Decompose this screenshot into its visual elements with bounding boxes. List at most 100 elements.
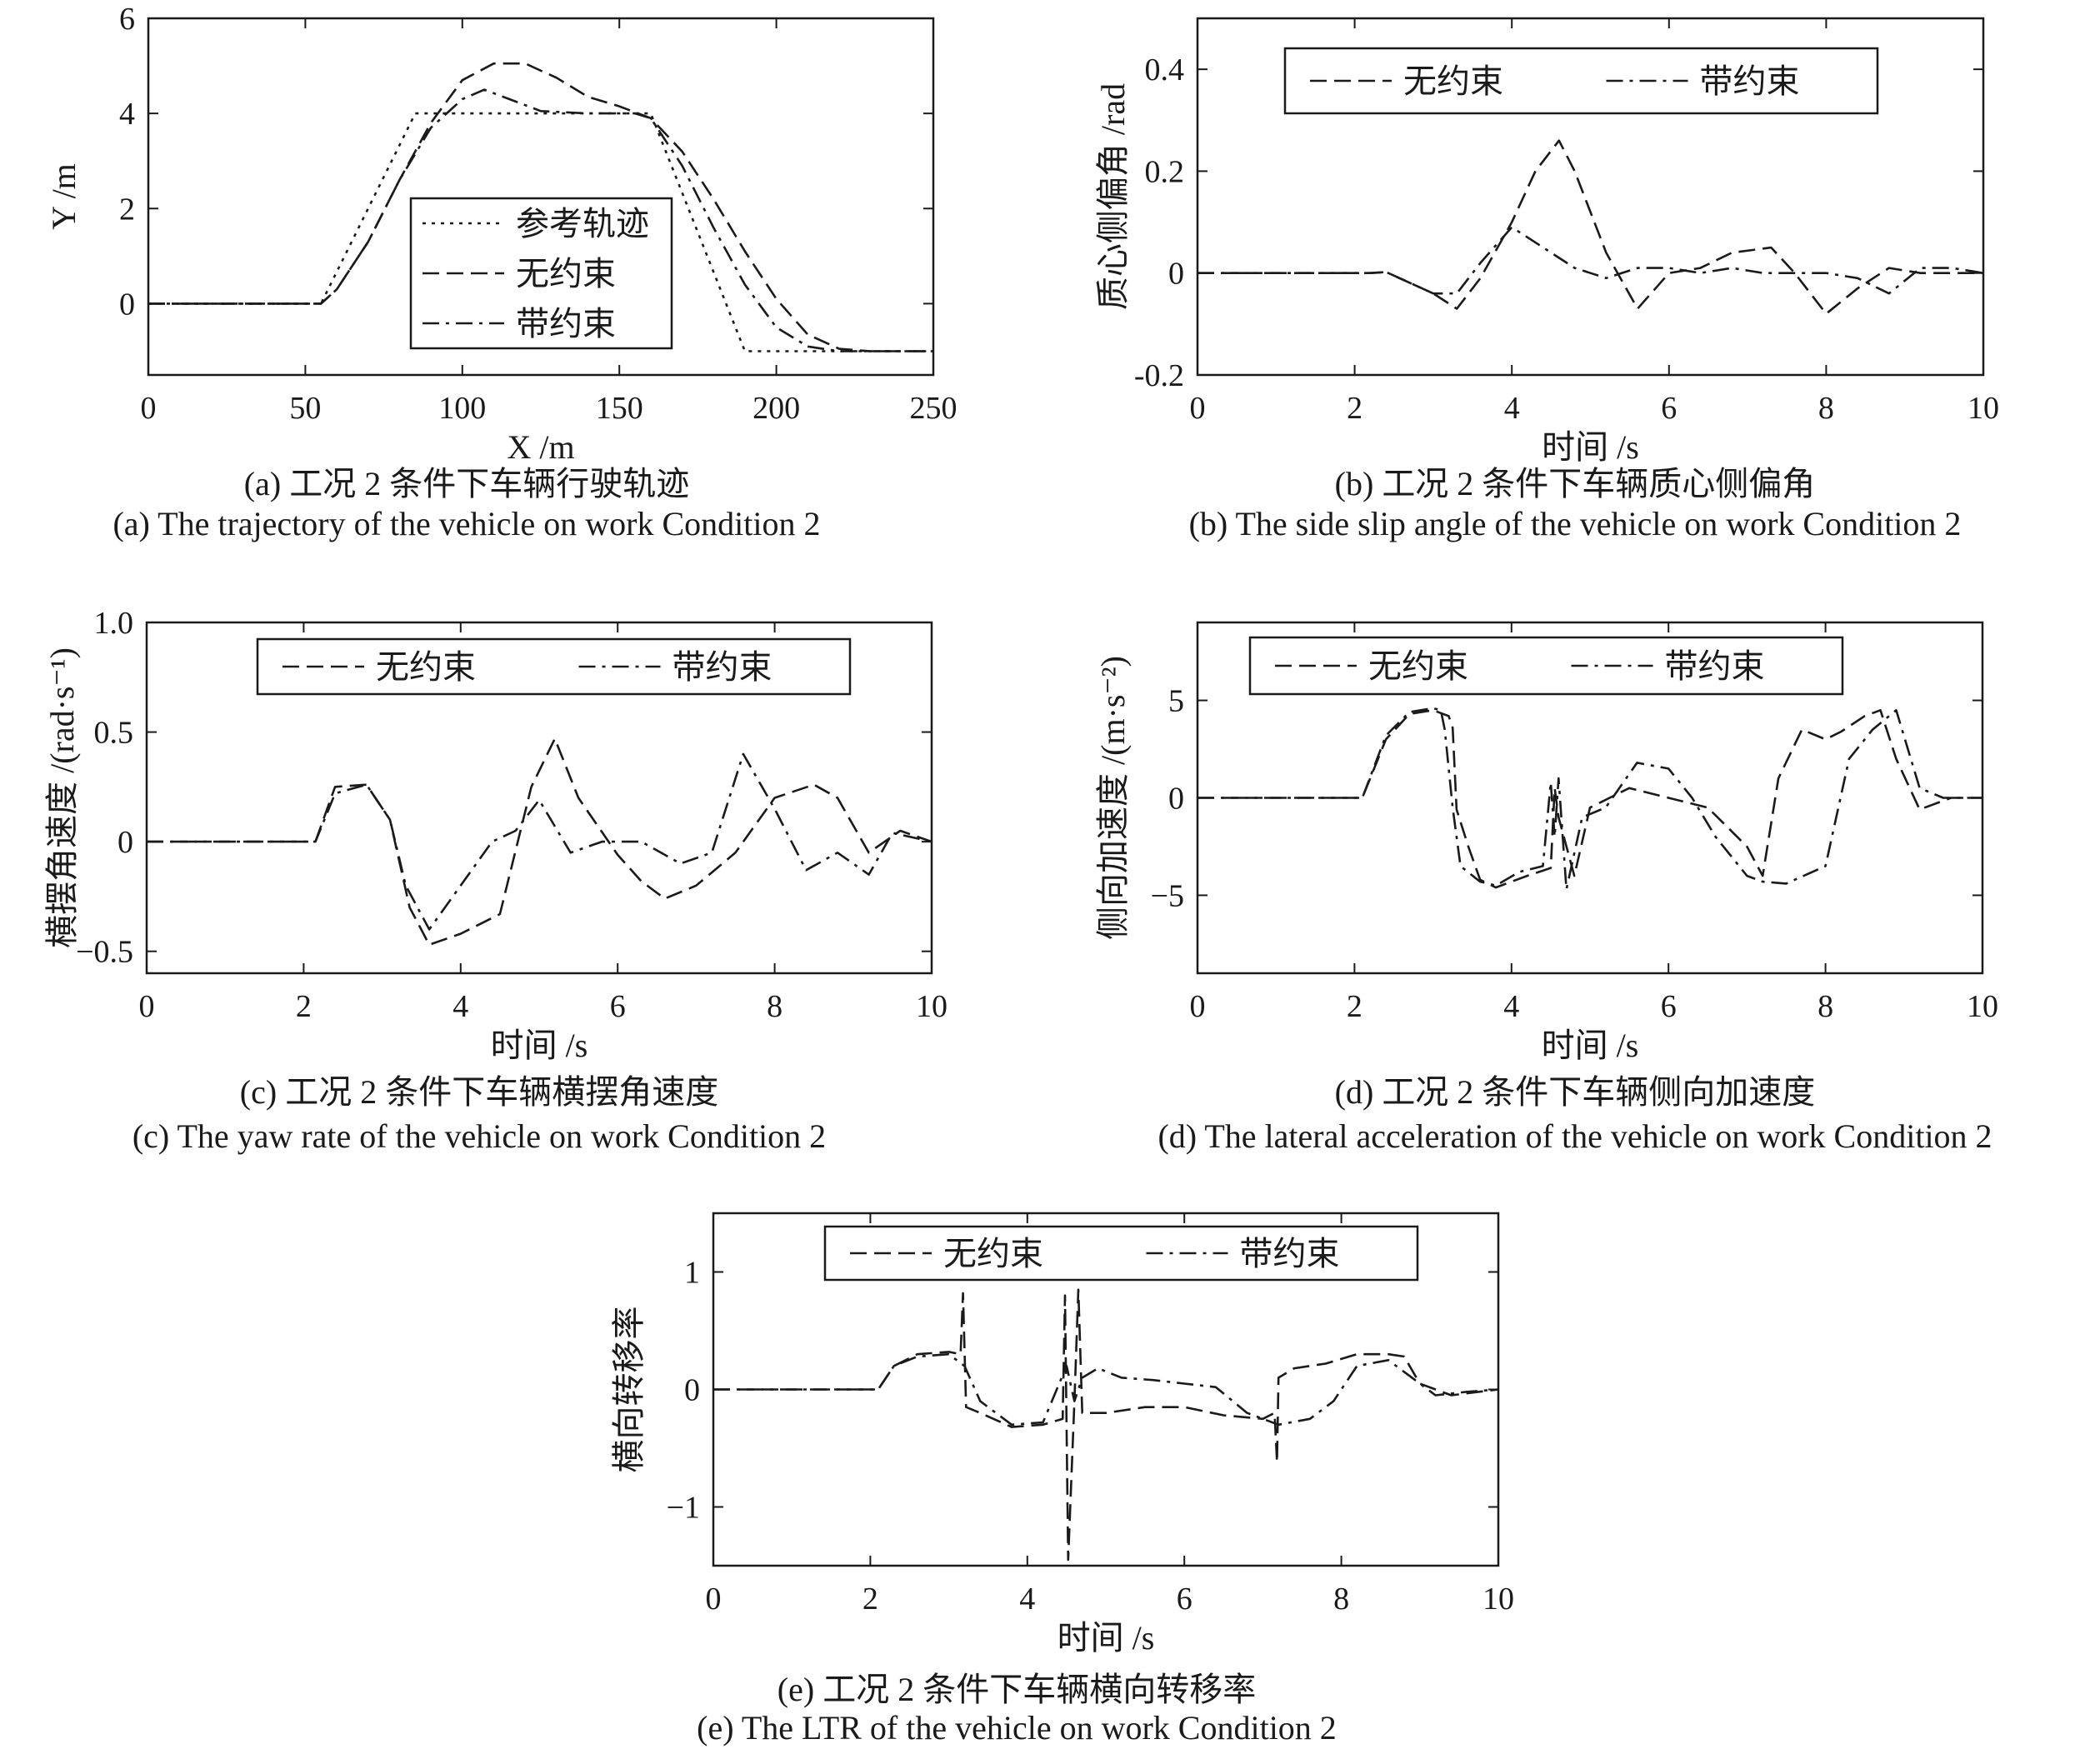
series-line-dash	[147, 737, 932, 947]
caption-c-cn: (c) 工况 2 条件下车辆横摆角速度	[239, 1073, 719, 1111]
x-tick-label: 50	[289, 391, 321, 426]
caption-e-cn: (e) 工况 2 条件下车辆横向转移率	[777, 1671, 1257, 1708]
series-line-dashdot	[1198, 707, 1982, 891]
caption-a-cn: (a) 工况 2 条件下车辆行驶轨迹	[243, 465, 690, 502]
plot-frame	[147, 17, 935, 377]
y-tick-label: −1	[667, 1491, 700, 1526]
x-axis-label: 时间 /s	[491, 1027, 588, 1064]
x-tick-label: 8	[1818, 989, 1833, 1024]
x-tick-label: 200	[752, 391, 800, 426]
x-tick-label: 0	[139, 989, 155, 1024]
y-axis-label: 横摆角速度 /(rad·s⁻¹)	[43, 647, 81, 948]
x-tick-label: 0	[1190, 989, 1206, 1024]
x-tick-label: 6	[1661, 391, 1677, 426]
legend: 无约束 带约束	[1283, 47, 1879, 115]
x-tick-label: 2	[1347, 989, 1362, 1024]
y-tick-label: 0	[1168, 257, 1184, 292]
x-tick-label: 6	[610, 989, 626, 1024]
x-tick-label: 10	[1968, 391, 1999, 426]
y-tick-label: -0.2	[1134, 358, 1184, 393]
legend-label: 无约束	[376, 648, 476, 686]
series-line-dash	[1198, 709, 1982, 889]
y-tick-label: 1	[684, 1256, 700, 1291]
legend-label: 带约束	[516, 305, 616, 342]
caption-b-en: (b) The side slip angle of the vehicle o…	[1188, 505, 1962, 542]
x-axis-label: X /m	[507, 428, 574, 466]
chart-e: 0 2 4 6 8 10 −1 0 1 时间 /s 横向转移率 无约束 带约束	[610, 1212, 1514, 1657]
x-tick-label: 8	[1818, 391, 1834, 426]
series-line-dashdot	[147, 752, 932, 931]
legend-label: 无约束	[943, 1235, 1043, 1272]
x-tick-label: 10	[1482, 1582, 1514, 1617]
legend: 无约束 带约束	[823, 1225, 1419, 1282]
caption-b-cn: (b) 工况 2 条件下车辆质心侧偏角	[1334, 465, 1816, 502]
series-line-dash	[1198, 139, 1983, 315]
x-tick-label: 8	[1333, 1582, 1349, 1617]
y-tick-label: −0.5	[76, 935, 133, 970]
x-tick-label: 4	[1504, 391, 1520, 426]
legend: 无约束 带约束	[1248, 636, 1844, 696]
caption-d-cn: (d) 工况 2 条件下车辆侧向加速度	[1334, 1073, 1816, 1111]
y-axis-label: 质心侧偏角 /rad	[1094, 83, 1132, 310]
plot-frame	[145, 621, 933, 975]
legend-label: 带约束	[1240, 1235, 1340, 1272]
legend-label: 参考轨迹	[516, 205, 649, 242]
x-tick-label: 250	[910, 391, 958, 426]
legend-label: 带约束	[672, 648, 772, 686]
y-tick-label: 0	[1168, 782, 1184, 817]
plot-frame	[1196, 17, 1985, 377]
y-tick-label: 5	[1168, 684, 1184, 719]
x-tick-label: 10	[916, 989, 948, 1024]
x-tick-label: 150	[596, 391, 643, 426]
series-line-dash	[713, 1288, 1498, 1562]
y-tick-label: −5	[1151, 878, 1184, 913]
x-tick-label: 6	[1661, 989, 1677, 1024]
x-tick-label: 8	[767, 989, 782, 1024]
caption-d-en: (d) The lateral acceleration of the vehi…	[1158, 1117, 1992, 1155]
x-tick-label: 2	[296, 989, 312, 1024]
x-axis-label: 时间 /s	[1058, 1619, 1155, 1657]
x-tick-label: 4	[1019, 1582, 1035, 1617]
x-axis-label: 时间 /s	[1542, 428, 1639, 466]
y-tick-label: 0.5	[94, 716, 134, 751]
x-tick-label: 4	[452, 989, 468, 1024]
caption-a-en: (a) The trajectory of the vehicle on wor…	[112, 505, 821, 542]
legend-label: 无约束	[1368, 647, 1468, 685]
x-tick-label: 0	[706, 1582, 722, 1617]
y-axis-label: 侧向加速度 /(m·s⁻²)	[1094, 656, 1132, 940]
x-tick-label: 100	[438, 391, 486, 426]
legend-label: 带约束	[1665, 647, 1765, 685]
y-axis-label: Y /m	[45, 163, 82, 230]
series-line-dashdot	[1198, 226, 1983, 295]
caption-e-en: (e) The LTR of the vehicle on work Condi…	[697, 1709, 1337, 1747]
series-line-dot	[148, 112, 933, 352]
chart-d: 0 2 4 6 8 10 −5 0 5 时间 /s 侧向加速度 /(m·s⁻²) 无约束 带约束	[1094, 621, 1998, 1064]
x-tick-label: 6	[1177, 1582, 1192, 1617]
y-tick-label: 0.2	[1145, 154, 1185, 189]
x-tick-label: 2	[862, 1582, 878, 1617]
y-tick-label: 2	[119, 192, 135, 227]
series-line-dashdot	[713, 1352, 1498, 1427]
legend-label: 带约束	[1700, 62, 1800, 100]
y-tick-label: 0.4	[1145, 52, 1185, 87]
legend: 无约束 带约束	[256, 637, 852, 696]
y-tick-label: 0	[119, 287, 135, 322]
y-tick-label: 4	[119, 97, 135, 132]
x-tick-label: 4	[1503, 989, 1519, 1024]
x-tick-label: 10	[1967, 989, 1998, 1024]
y-tick-label: 0	[118, 825, 133, 860]
x-axis-label: 时间 /s	[1542, 1027, 1639, 1064]
x-tick-label: 0	[141, 391, 157, 426]
caption-c-en: (c) The yaw rate of the vehicle on work …	[132, 1117, 827, 1155]
y-axis-label: 横向转移率	[610, 1307, 648, 1473]
x-tick-label: 0	[1190, 391, 1206, 426]
x-tick-label: 2	[1347, 391, 1362, 426]
y-tick-label: 6	[119, 2, 135, 37]
y-tick-label: 0	[684, 1373, 700, 1408]
y-tick-label: 1.0	[94, 606, 134, 641]
